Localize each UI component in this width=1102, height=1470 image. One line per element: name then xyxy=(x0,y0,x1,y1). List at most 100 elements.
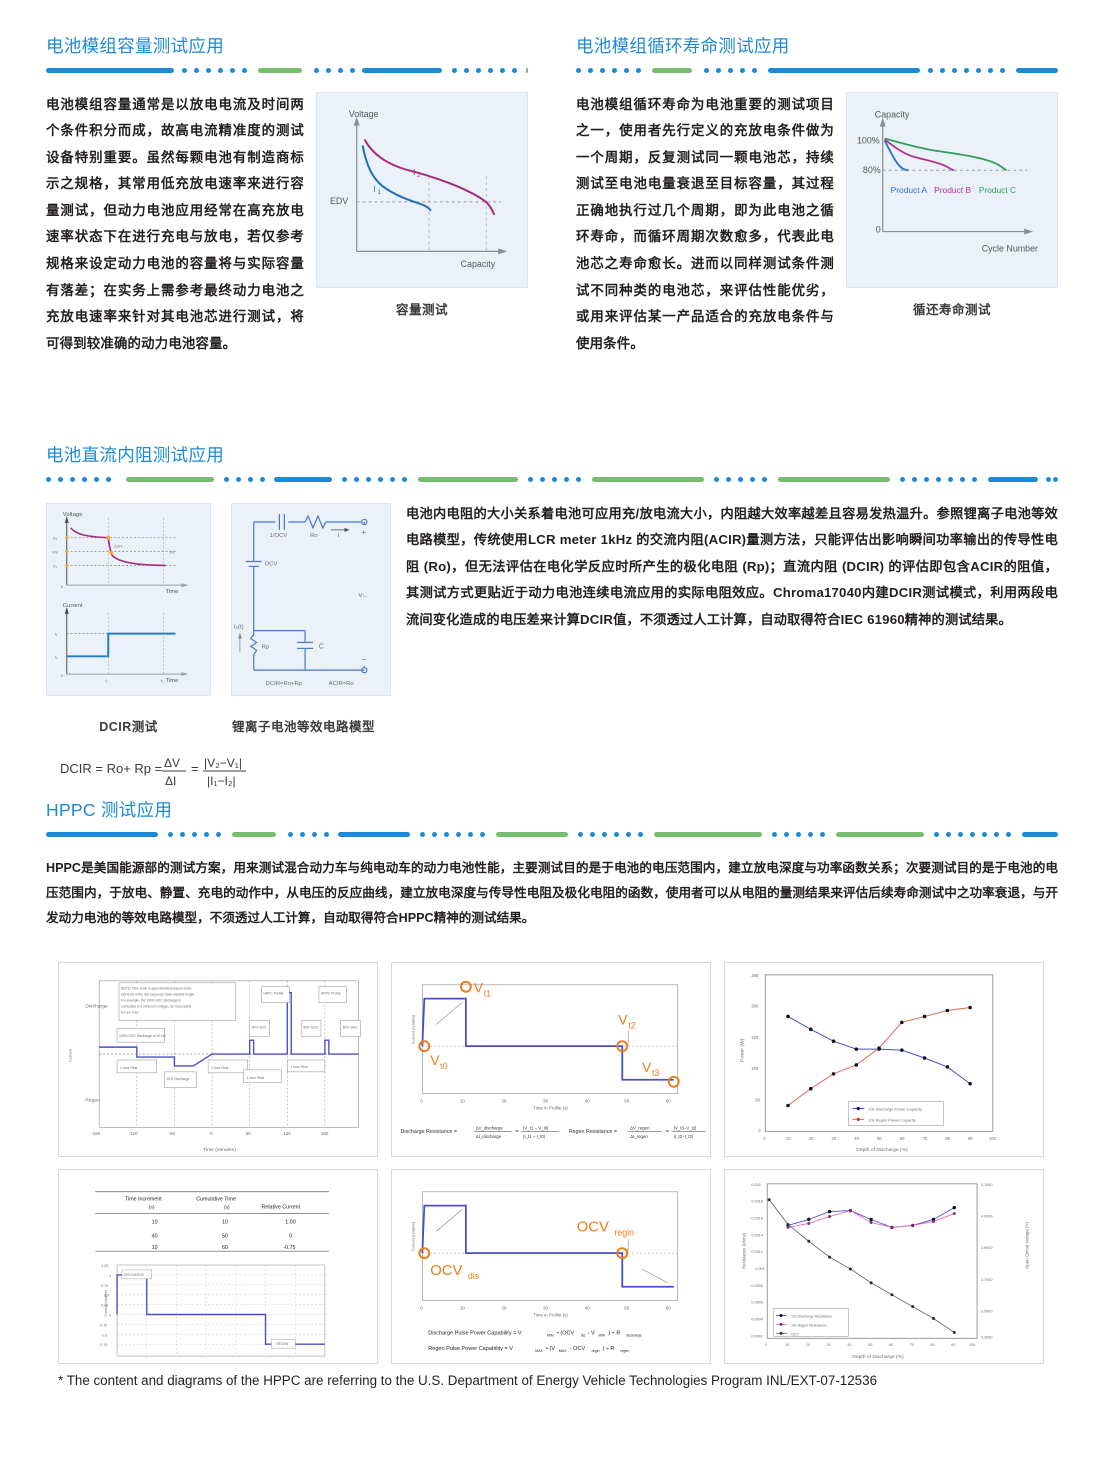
svg-text:Resistance (ohms): Resistance (ohms) xyxy=(741,1232,746,1269)
hppc-chart-grid: Current Time (minutes) Discharge Regen xyxy=(58,962,1048,1364)
svg-text:Time: Time xyxy=(166,589,180,595)
svg-text:-0.5: -0.5 xyxy=(101,1333,107,1337)
hppc-ocv-pulse-svg: Current (relative) Time in Profile (s) O… xyxy=(392,1170,710,1363)
svg-text:0: 0 xyxy=(289,1233,292,1239)
svg-text:Product A: Product A xyxy=(891,184,928,194)
svg-text:-0.25: -0.25 xyxy=(99,1323,107,1327)
svg-text:200: 200 xyxy=(751,1004,759,1009)
svg-text:ΔI_regen: ΔI_regen xyxy=(630,1134,648,1139)
dcir-figures: Voltage Time 0 V₂ Vm V₁ xyxy=(46,502,391,798)
svg-text:Voltage: Voltage xyxy=(63,512,83,518)
section-capacity: 电池模组容量测试应用 xyxy=(46,36,528,357)
svg-text:0.0016: 0.0016 xyxy=(751,1216,762,1220)
svg-text:40: 40 xyxy=(847,1343,851,1347)
svg-text:I₁: I₁ xyxy=(55,631,58,636)
svg-text:V: V xyxy=(430,1052,440,1068)
svg-text:Power (W): Power (W) xyxy=(739,1038,745,1062)
svg-text:• (V: • (V xyxy=(546,1346,555,1352)
svg-text:10s Regen Power Capacity: 10s Regen Power Capacity xyxy=(868,1117,916,1122)
dcir-circuit-figure: 1/OCV Ro I + − OCV V∟ I₀(t) Rp C xyxy=(231,502,391,696)
svg-text:10: 10 xyxy=(222,1219,228,1225)
svg-text:10s Discharge Resistance: 10s Discharge Resistance xyxy=(791,1314,832,1318)
svg-text:60: 60 xyxy=(889,1343,893,1347)
dcir-test-chart-svg: Voltage Time 0 V₂ Vm V₁ xyxy=(52,512,189,683)
svg-text:EDV: EDV xyxy=(330,195,348,205)
section-title-capacity: 电池模组容量测试应用 xyxy=(46,36,224,56)
svg-text:0.001: 0.001 xyxy=(755,1267,764,1271)
svg-text:) ÷ R: ) ÷ R xyxy=(602,1346,614,1352)
svg-text:0.5: 0.5 xyxy=(104,1294,109,1298)
divider-dcir xyxy=(46,476,1058,483)
svg-text:1: 1 xyxy=(377,189,380,195)
svg-text:ΔV: ΔV xyxy=(169,549,175,554)
svg-text:3.3000: 3.3000 xyxy=(981,1335,992,1339)
divider-cycle xyxy=(576,67,1058,74)
svg-text:50: 50 xyxy=(755,1098,760,1103)
svg-text:1 hour Rest: 1 hour Rest xyxy=(211,1066,228,1070)
svg-text:ΔV_regen: ΔV_regen xyxy=(630,1125,650,1130)
svg-text:|I_t3−I_t2|: |I_t3−I_t2| xyxy=(674,1134,693,1139)
svg-text:V: V xyxy=(474,980,484,996)
svg-text:40: 40 xyxy=(585,1099,590,1104)
svg-text:Time in Profile (s): Time in Profile (s) xyxy=(533,1312,568,1317)
dcir-body-text: 电池内电阻的大小关系着电池可应用充/放电流大小，内阻越大效率越差且容易发热温升。… xyxy=(406,505,1058,627)
cycle-chart-svg: Capacity Cycle Number 100% 80% 0 xyxy=(857,109,1038,253)
svg-text:4.1000: 4.1000 xyxy=(981,1183,992,1187)
svg-text:1.00: 1.00 xyxy=(285,1219,295,1225)
svg-text:0.002: 0.002 xyxy=(751,1183,760,1187)
svg-text:Cumulative Time: Cumulative Time xyxy=(196,1197,236,1203)
svg-text:20: 20 xyxy=(502,1306,507,1311)
svg-text:10: 10 xyxy=(460,1099,465,1104)
svg-text:discharge: discharge xyxy=(626,1333,641,1337)
svg-text:50: 50 xyxy=(624,1306,629,1311)
svg-text:1 hour Rest: 1 hour Rest xyxy=(290,1065,307,1069)
svg-text:Current: Current xyxy=(68,1048,73,1062)
svg-text:120: 120 xyxy=(283,1131,291,1136)
svg-text:100%: 100% xyxy=(857,135,880,145)
svg-text:|V₂−V₁|: |V₂−V₁| xyxy=(204,756,242,770)
svg-text:Regen Pulse Power Capability =: Regen Pulse Power Capability = V xyxy=(428,1346,513,1352)
hppc-power-capability-svg: Power (W) Depth of Discharge (%) 250200 … xyxy=(725,963,1043,1156)
dcir-circuit-svg: 1/OCV Ro I + − OCV V∟ I₀(t) Rp C xyxy=(234,513,368,686)
svg-text:V: V xyxy=(618,1011,628,1027)
svg-text:0: 0 xyxy=(61,584,64,589)
svg-text:60: 60 xyxy=(246,1131,251,1136)
svg-text:MAX: MAX xyxy=(535,1349,543,1353)
svg-text:80% SOC: 80% SOC xyxy=(303,1025,319,1029)
svg-text:90: 90 xyxy=(951,1343,955,1347)
svg-text:conducted to a minimum voltage: conducted to a minimum voltage, not nece… xyxy=(121,1005,192,1009)
svg-text:HPPC Profile: HPPC Profile xyxy=(321,992,341,996)
svg-text:0: 0 xyxy=(420,1306,423,1311)
hppc-body-text: HPPC是美国能源部的测试方案，用来测试混合动力车与纯电动车的动力电池性能，主要… xyxy=(46,860,1058,925)
svg-text:MAX: MAX xyxy=(559,1349,567,1353)
svg-text:V∟: V∟ xyxy=(358,593,368,599)
section-cycle: 电池模组循环寿命测试应用 xyxy=(576,37,1058,357)
dcir-formula: DCIR = Ro+ Rp = ΔV ΔI = |V₂−V₁| |I₁−I₂| xyxy=(46,747,391,798)
svg-text:OCV: OCV xyxy=(430,1263,462,1279)
dcir-formula-svg: DCIR = Ro+ Rp = ΔV ΔI = |V₂−V₁| |I₁−I₂| xyxy=(60,756,246,788)
svg-text:0: 0 xyxy=(420,1099,423,1104)
svg-text:I₀(t): I₀(t) xyxy=(234,624,244,630)
svg-text:1: 1 xyxy=(109,1274,111,1278)
svg-text:90: 90 xyxy=(968,1136,973,1141)
dcir-test-figure: Voltage Time 0 V₂ Vm V₁ xyxy=(46,502,211,696)
svg-text:+: + xyxy=(361,527,366,536)
svg-text:1/OCV: 1/OCV xyxy=(270,532,288,538)
svg-text:0.0004: 0.0004 xyxy=(751,1317,762,1321)
hppc-pulse-table-svg: Time Increment (s) Cumulative Time (s) R… xyxy=(59,1170,377,1363)
svg-text:Relative Current: Relative Current xyxy=(262,1205,301,1211)
svg-text:70: 70 xyxy=(923,1136,928,1141)
section-title-dcir: 电池直流内阻测试应用 xyxy=(46,445,224,465)
svg-text:|I_t1 − I_t0|: |I_t1 − I_t0| xyxy=(523,1134,545,1139)
svg-text:0: 0 xyxy=(109,1313,111,1317)
svg-text:DCIR = Ro+ Rp =: DCIR = Ro+ Rp = xyxy=(60,761,162,776)
svg-text:20: 20 xyxy=(502,1099,507,1104)
svg-text:0: 0 xyxy=(61,673,64,678)
cycle-figure-caption: 循还寿命测试 xyxy=(912,302,991,317)
capacity-chart: Voltage Capacity EDV xyxy=(316,91,528,288)
svg-text:ΔI: ΔI xyxy=(165,774,176,788)
svg-text:Capacity: Capacity xyxy=(875,109,910,119)
svg-text:t3: t3 xyxy=(652,1068,659,1078)
hppc-pulse-table-chart: Time Increment (s) Cumulative Time (s) R… xyxy=(58,1169,378,1364)
svg-text:0.25: 0.25 xyxy=(101,1304,108,1308)
